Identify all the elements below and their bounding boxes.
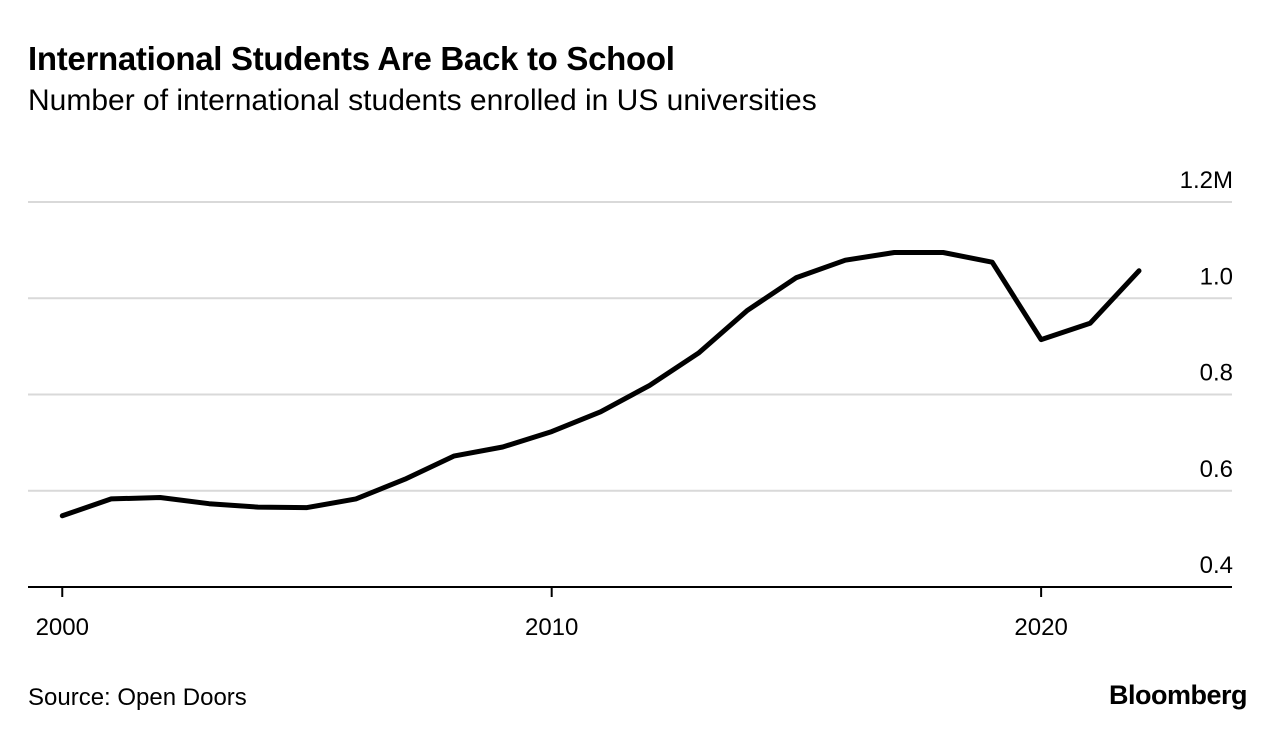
series-line-international-students (59, 250, 1142, 519)
x-tick-label: 2010 (525, 614, 578, 641)
y-tick-label: 1.2M (1180, 167, 1233, 194)
label-layer: 0.4 0.6 0.8 1.0 1.2M 2000 2010 2020 (36, 167, 1233, 641)
chart-subtitle: Number of international students enrolle… (28, 84, 817, 117)
axis-layer (28, 586, 1232, 597)
series-layer (59, 250, 1142, 519)
x-tick-label: 2000 (36, 614, 89, 641)
grid-layer (28, 201, 1232, 492)
y-tick-label: 0.6 (1200, 456, 1233, 483)
bloomberg-logo: Bloomberg (1108, 680, 1248, 710)
y-tick-label: 0.8 (1200, 360, 1233, 387)
y-tick-label: 1.0 (1200, 263, 1233, 290)
x-tick-label: 2020 (1014, 614, 1067, 641)
y-tick-label: 0.4 (1200, 552, 1233, 579)
chart-title: International Students Are Back to Schoo… (28, 40, 675, 77)
source-note: Source: Open Doors (28, 684, 247, 711)
